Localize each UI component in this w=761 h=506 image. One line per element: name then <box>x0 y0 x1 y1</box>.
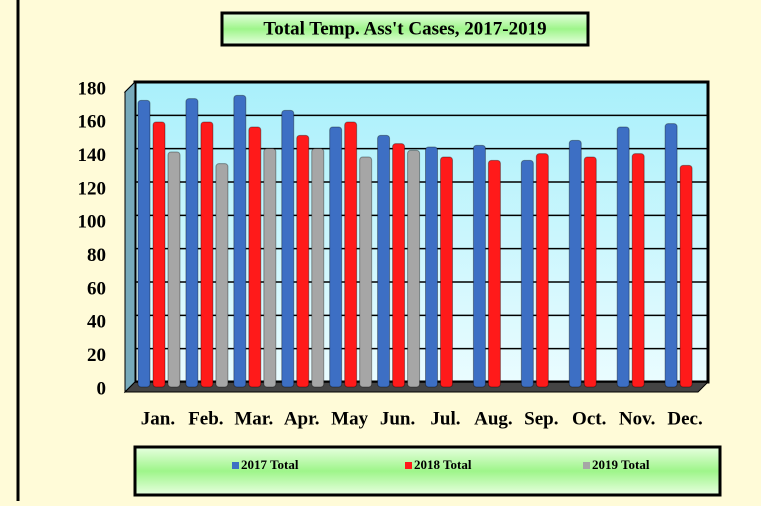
title-box <box>220 11 590 47</box>
x-tick-label: Nov. <box>619 408 655 429</box>
x-tick-label: Jul. <box>430 408 460 429</box>
plot-area <box>133 80 710 384</box>
bar <box>679 164 693 388</box>
plot-side <box>124 80 136 394</box>
bar <box>440 156 453 388</box>
bar <box>137 99 151 388</box>
bar <box>583 156 597 388</box>
bar <box>664 123 678 388</box>
legend-box <box>133 445 722 497</box>
bar <box>215 163 229 388</box>
y-tick-label: 0 <box>97 378 107 399</box>
legend-swatch <box>583 462 590 469</box>
y-tick-label: 100 <box>78 212 107 233</box>
bar <box>616 126 630 388</box>
bar <box>233 94 247 388</box>
bar <box>200 121 214 388</box>
bar <box>535 153 549 388</box>
bar <box>167 151 181 388</box>
bar <box>520 159 534 388</box>
bar <box>329 126 343 388</box>
x-tick-label: Sep. <box>524 408 558 429</box>
bar <box>152 121 166 388</box>
x-tick-label: Apr. <box>284 408 320 429</box>
bar <box>392 143 406 388</box>
x-tick-label: Oct. <box>572 408 606 429</box>
legend-swatch <box>405 462 412 469</box>
legend-swatch <box>232 462 239 469</box>
bar <box>311 148 325 388</box>
bar <box>263 148 277 388</box>
bar <box>377 134 391 388</box>
bar <box>185 98 199 388</box>
y-tick-label: 160 <box>78 112 107 133</box>
bar <box>296 134 310 388</box>
x-tick-label: Dec. <box>667 408 702 429</box>
y-tick-label: 40 <box>87 312 106 333</box>
x-tick-label: Aug. <box>474 408 513 429</box>
bar <box>472 144 486 388</box>
bar <box>248 126 262 388</box>
bar <box>407 149 421 388</box>
bar <box>631 153 645 388</box>
x-tick-label: Jun. <box>380 408 415 429</box>
bar <box>344 121 358 388</box>
x-tick-label: Mar. <box>234 408 273 429</box>
legend-label: 2018 Total <box>414 457 472 472</box>
legend-label: 2017 Total <box>241 457 299 472</box>
y-tick-label: 80 <box>87 245 106 266</box>
y-tick-label: 60 <box>87 278 106 299</box>
y-tick-label: 140 <box>78 145 107 166</box>
y-tick-label: 120 <box>78 178 107 199</box>
bar <box>359 156 373 388</box>
bar <box>487 159 501 388</box>
chart-title: Total Temp. Ass't Cases, 2017-2019 <box>263 18 546 39</box>
x-tick-label: Jan. <box>141 408 175 429</box>
x-tick-label: Feb. <box>188 408 223 429</box>
x-tick-label: May <box>331 408 368 429</box>
y-tick-label: 180 <box>78 78 107 99</box>
bar <box>425 146 438 388</box>
legend-label: 2019 Total <box>592 457 650 472</box>
y-tick-label: 20 <box>87 345 106 366</box>
bar <box>568 139 582 388</box>
bar <box>281 109 295 388</box>
